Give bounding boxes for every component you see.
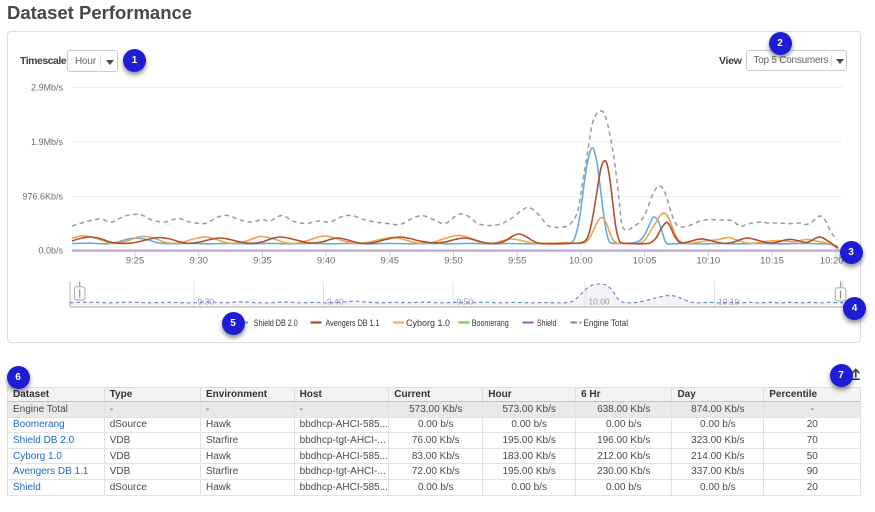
- svg-text:10:15: 10:15: [760, 256, 784, 267]
- svg-text:2.9Mb/s: 2.9Mb/s: [31, 83, 64, 93]
- svg-text:9:40: 9:40: [327, 297, 344, 307]
- svg-text:9:45: 9:45: [381, 256, 400, 267]
- svg-text:1.9Mb/s: 1.9Mb/s: [31, 137, 64, 147]
- svg-text:Shield DB 2.0: Shield DB 2.0: [254, 318, 298, 328]
- svg-text:Engine Total: Engine Total: [584, 318, 629, 328]
- svg-text:9:50: 9:50: [457, 297, 474, 307]
- svg-text:10:05: 10:05: [633, 256, 657, 267]
- svg-text:Cyborg 1.0: Cyborg 1.0: [406, 318, 450, 328]
- svg-text:Shield: Shield: [537, 318, 557, 328]
- svg-text:10:00: 10:00: [569, 256, 593, 267]
- svg-text:976.6Kb/s: 976.6Kb/s: [22, 192, 63, 202]
- svg-text:9:30: 9:30: [198, 297, 215, 307]
- svg-text:9:55: 9:55: [508, 256, 527, 267]
- svg-text:9:30: 9:30: [189, 256, 208, 267]
- svg-text:10:10: 10:10: [696, 256, 720, 267]
- svg-text:0.0b/s: 0.0b/s: [38, 246, 63, 256]
- svg-text:9:40: 9:40: [317, 256, 336, 267]
- svg-text:Avengers DB 1.1: Avengers DB 1.1: [326, 318, 380, 328]
- svg-text:10:20: 10:20: [820, 256, 844, 267]
- svg-text:9:25: 9:25: [126, 256, 145, 267]
- svg-text:9:35: 9:35: [253, 256, 272, 267]
- svg-text:Boomerang: Boomerang: [472, 318, 509, 328]
- svg-text:9:50: 9:50: [444, 256, 463, 267]
- svg-text:10:10: 10:10: [718, 297, 740, 307]
- svg-text:10:00: 10:00: [588, 297, 610, 307]
